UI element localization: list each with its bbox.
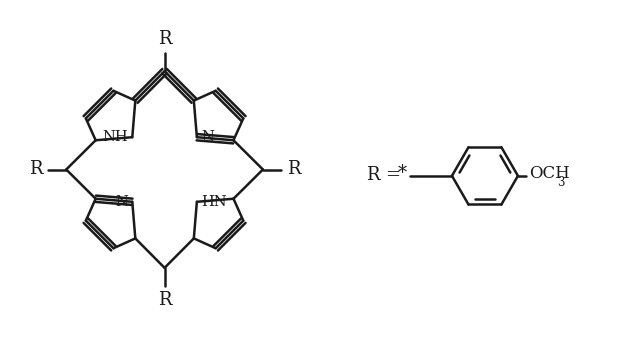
Text: N: N [202,130,214,144]
Text: *: * [398,164,407,182]
Text: R: R [29,160,42,179]
Text: OCH: OCH [529,165,570,182]
Text: NH: NH [102,130,128,144]
Text: R: R [158,291,172,309]
Text: N: N [115,195,128,209]
Text: R: R [365,165,379,184]
Text: =: = [385,165,401,184]
Text: HN: HN [202,195,227,209]
Text: R: R [158,30,172,48]
Text: R: R [287,160,301,179]
Text: 3: 3 [557,176,565,189]
